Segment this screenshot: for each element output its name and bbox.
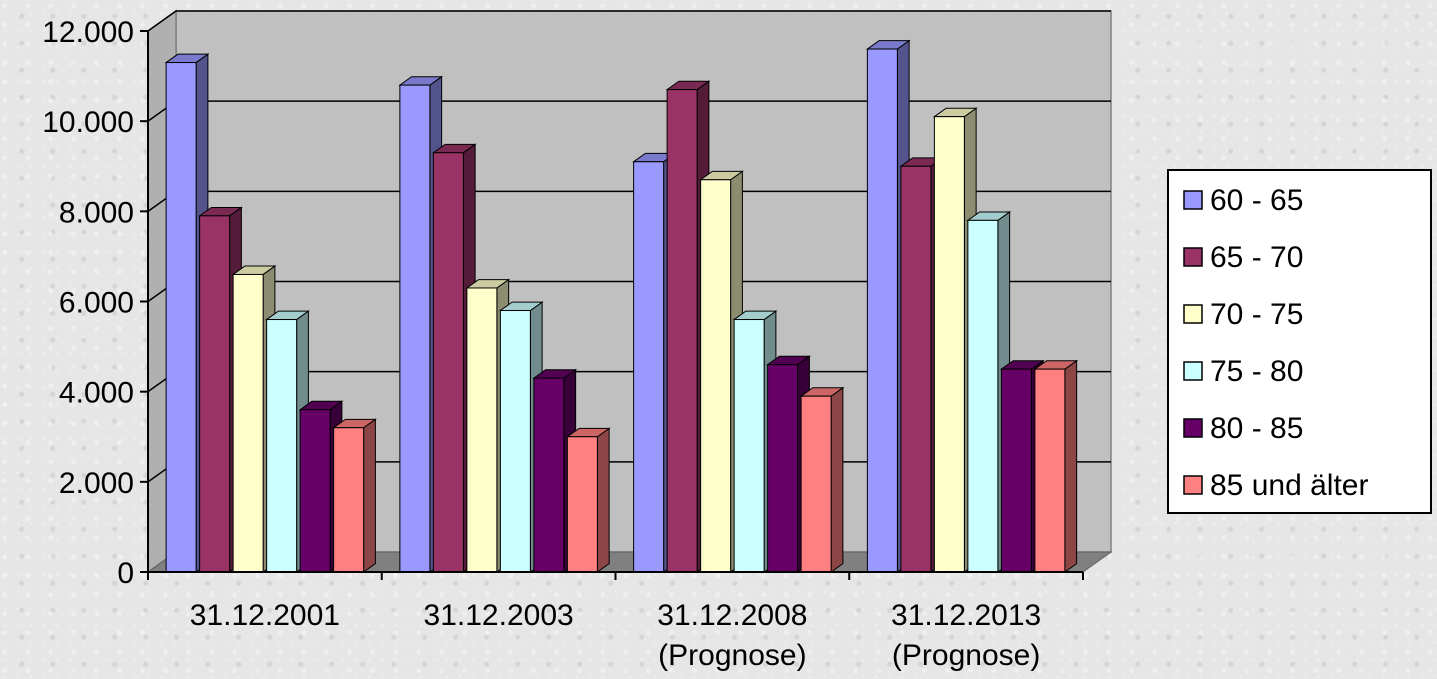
bar [799,386,845,573]
x-tick-label: (Prognose) [892,639,1040,672]
bar-side [830,386,844,573]
legend-swatch [1183,304,1203,324]
bar-front [666,89,698,573]
bar-front [232,273,264,573]
y-tick-label: 12.000 [42,16,134,49]
legend-label: 65 - 70 [1210,241,1303,274]
y-axis: 0 2.000 4.000 6.000 8.000 10.000 12.000 [42,16,149,590]
bar [465,278,511,573]
bar-front [866,48,898,573]
legend: 60 - 65 65 - 70 70 - 75 75 - 80 80 - 85 85 un… [1167,169,1432,514]
legend-box [1167,169,1432,514]
y-tick-label: 0 [117,557,134,590]
bar-front [700,179,732,573]
bar-front [767,364,799,573]
bar-front [733,319,765,573]
bar-front [900,165,932,573]
x-tick-label: 31.12.2001 [190,599,340,632]
legend-swatch [1183,361,1203,381]
bar-front [1034,368,1066,573]
bar-front [432,152,464,573]
legend-label: 85 und älter [1210,469,1368,502]
y-tick-label: 2.000 [59,467,134,500]
x-tick-label: (Prognose) [658,639,806,672]
bar [332,418,377,573]
y-tick-label: 4.000 [59,377,134,410]
x-axis: 31.12.2001 31.12.2003 31.12.2008 (Prognose)… [147,571,1084,672]
bar-front [499,310,531,573]
legend-label: 75 - 80 [1210,355,1303,388]
bar-front [466,287,498,573]
bar-side [363,418,376,573]
bar-front [933,116,965,573]
gridline [147,10,1111,32]
y-tick-label: 8.000 [59,196,134,229]
bar-front [633,161,665,573]
legend-item: 60 - 65 [1183,184,1303,217]
legend-swatch [1183,190,1203,210]
bar [766,355,811,573]
legend-item: 85 und älter [1183,469,1368,502]
legend-label: 80 - 85 [1210,412,1303,445]
x-tick-label: 31.12.2013 [891,599,1041,632]
bar-front [566,436,598,573]
bar [699,170,744,573]
bar-front [266,319,298,573]
bar-front [1000,368,1032,573]
legend-swatch [1183,418,1203,438]
bar-front [800,395,832,573]
bar-front [967,219,999,573]
legend-item: 70 - 75 [1183,298,1303,331]
bar-front [533,377,565,573]
y-tick-label: 6.000 [59,287,134,320]
bar-side [596,427,610,573]
bar-front [299,409,331,573]
legend-item: 75 - 80 [1183,355,1303,388]
legend-swatch [1183,247,1203,267]
bar-front [399,84,431,573]
bar [1033,359,1079,573]
legend-swatch [1183,475,1203,495]
legend-label: 70 - 75 [1210,298,1303,331]
legend-item: 65 - 70 [1183,241,1303,274]
plot-area [146,9,1113,574]
bar-side [1064,359,1078,573]
bar-front [165,62,197,573]
legend-item: 80 - 85 [1183,412,1303,445]
legend-label: 60 - 65 [1210,184,1303,217]
bar-front [199,215,231,573]
y-tick-label: 10.000 [42,106,134,139]
x-tick-label: 31.12.2008 [657,599,807,632]
bar [565,427,611,573]
x-tick-label: 31.12.2003 [424,599,574,632]
bar-front [333,427,365,573]
